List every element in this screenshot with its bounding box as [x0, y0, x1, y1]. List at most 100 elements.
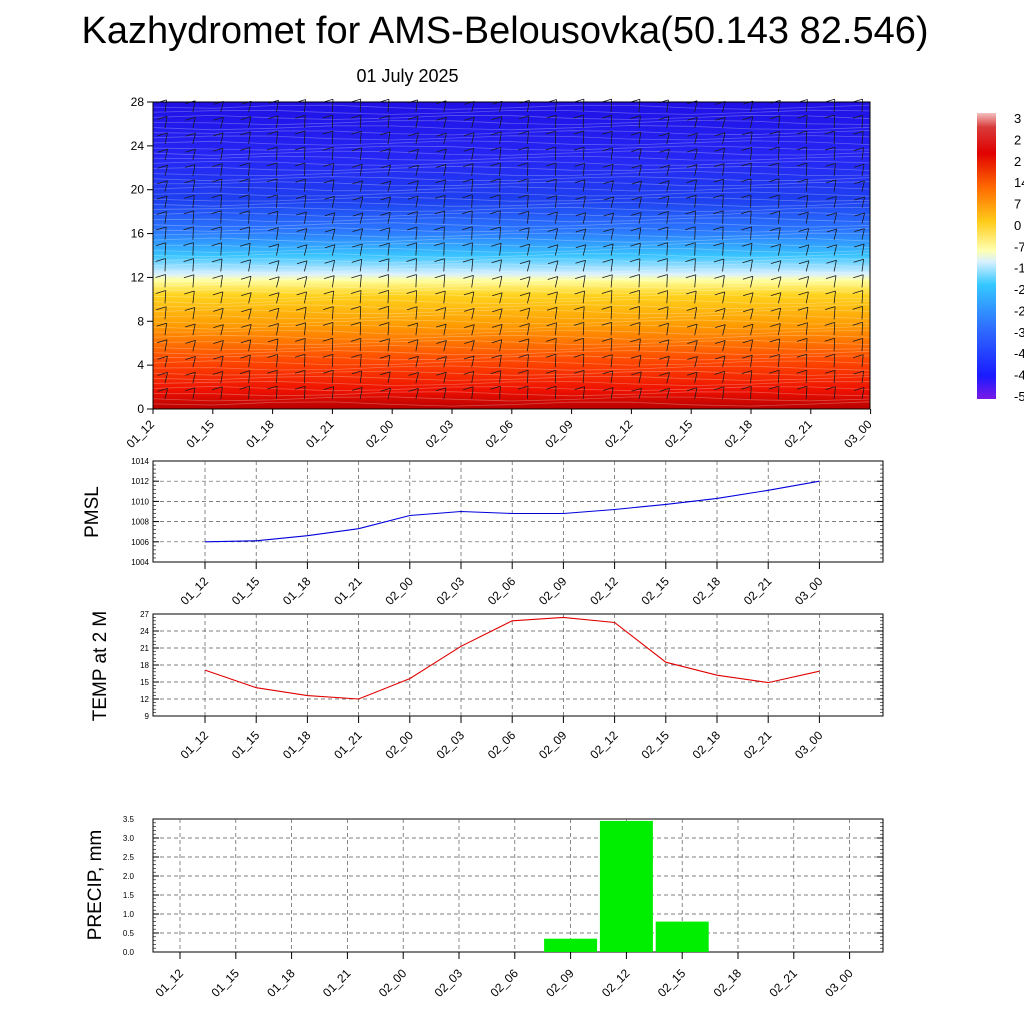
wind-barb-flag [853, 243, 865, 248]
wind-barb-flag [713, 258, 725, 263]
wind-barb-flag [408, 372, 419, 376]
wind-barb-flag [156, 116, 168, 120]
wind-barb-staff [220, 371, 224, 384]
x-tick-label: 03_00 [792, 574, 826, 608]
wind-barb-staff [638, 322, 641, 336]
wind-barb-flag [796, 369, 807, 374]
wind-barb-flag [296, 211, 307, 216]
contour-line [152, 191, 871, 197]
wind-barb-staff [164, 226, 167, 240]
wind-barb-flag [295, 322, 306, 327]
wind-barb-flag [659, 372, 670, 376]
wind-barb-staff [778, 260, 782, 272]
wind-barb-staff [554, 146, 557, 160]
wind-barb-flag [491, 259, 502, 264]
wind-barb-staff [304, 162, 306, 176]
wind-barb-staff [499, 259, 502, 272]
contour-line [152, 304, 871, 310]
x-tick-label: 03_00 [822, 966, 856, 1000]
wind-barb-staff [276, 292, 280, 304]
precip-y-axis: 0.0 0.5 1.0 1.5 2.0 2.5 3.0 3.5 [123, 815, 883, 957]
wind-barb-staff [666, 306, 669, 320]
wind-barb-flag [826, 244, 837, 249]
wind-barb-flag [241, 308, 252, 313]
wind-barb-flag [714, 132, 726, 137]
wind-barb-staff [443, 356, 447, 368]
wind-barb-staff [750, 101, 754, 113]
wind-barb-flag [742, 275, 754, 280]
wind-barb-staff [666, 211, 669, 224]
wind-barb-staff [192, 387, 196, 400]
y-tick-label: 1010 [131, 497, 149, 506]
wind-barb-staff [192, 340, 196, 352]
wind-barb-flag [185, 356, 196, 360]
wind-barb-staff [276, 323, 279, 336]
wind-barb-flag [155, 274, 166, 278]
wind-barb-staff [778, 386, 780, 400]
wind-barb-staff [387, 99, 390, 113]
wind-barb-staff [610, 228, 614, 240]
wind-barb-flag [267, 210, 278, 215]
wind-barb-staff [610, 115, 613, 128]
wind-barb-flag [436, 116, 447, 121]
wind-barb-staff [387, 338, 390, 352]
wind-barb-staff [527, 260, 531, 272]
wind-barb-flag [546, 195, 558, 199]
wind-barb-flag [406, 290, 417, 294]
wind-barb-flag [380, 387, 391, 392]
wind-barb-flag [574, 275, 586, 279]
wind-barb-flag [185, 323, 196, 328]
contour-line [152, 125, 871, 131]
wind-barb-staff [304, 354, 306, 368]
wind-barb-flag [294, 385, 306, 390]
wind-barb-flag [296, 244, 308, 249]
wind-barb-staff [499, 292, 503, 304]
wind-barb-staff [861, 274, 864, 288]
wind-barb-staff [387, 212, 391, 224]
wind-barb-flag [183, 274, 195, 279]
wind-barb-flag [631, 371, 642, 376]
wind-barb-flag [435, 164, 447, 168]
wind-barb-staff [833, 306, 836, 320]
wind-barb-flag [492, 292, 503, 297]
wind-barb-staff [638, 243, 641, 256]
x-tick-label: 02_09 [536, 728, 570, 762]
wind-barb-staff [164, 258, 166, 272]
wind-barb-flag [408, 388, 419, 392]
wind-barb-flag [322, 114, 333, 119]
wind-barb-flag [156, 195, 168, 200]
wind-barb-staff [359, 147, 363, 160]
wind-barb-staff [304, 211, 307, 224]
wind-barb-flag [545, 369, 557, 374]
wind-barb-staff [527, 323, 530, 336]
wind-barb-flag [546, 178, 557, 183]
wind-barb-staff [527, 354, 529, 368]
wind-barb-flag [268, 243, 279, 248]
wind-barb-flag [489, 194, 501, 199]
wind-barb-staff [750, 386, 752, 400]
wind-barb-flag [378, 290, 389, 294]
wind-barb-flag [490, 162, 501, 167]
wind-barb-staff [220, 226, 222, 240]
y-tick-label: 2.0 [123, 872, 135, 881]
wind-barb-staff [833, 354, 836, 368]
wind-barb-flag [631, 196, 642, 201]
wind-barb-flag [687, 356, 698, 360]
wind-barb-flag [239, 194, 250, 199]
wind-barb-flag [156, 211, 167, 215]
contour-x-tick-label: 01_12 [124, 417, 158, 451]
wind-barb-staff [750, 194, 752, 208]
wind-barb-staff [304, 244, 308, 256]
wind-barb-staff [443, 226, 445, 240]
wind-barb-flag [742, 292, 754, 297]
wind-barb-staff [415, 372, 419, 384]
wind-barb-flag [768, 146, 780, 151]
wind-barb-flag [212, 147, 223, 152]
contour-x-tick-label: 02_12 [602, 417, 636, 451]
wind-barb-flag [631, 212, 642, 216]
wind-barb-staff [638, 338, 641, 352]
wind-barb-staff [471, 386, 474, 400]
wind-barb-flag [854, 212, 865, 217]
x-tick-label: 01_15 [229, 574, 263, 608]
wind-barb-flag [212, 371, 223, 375]
